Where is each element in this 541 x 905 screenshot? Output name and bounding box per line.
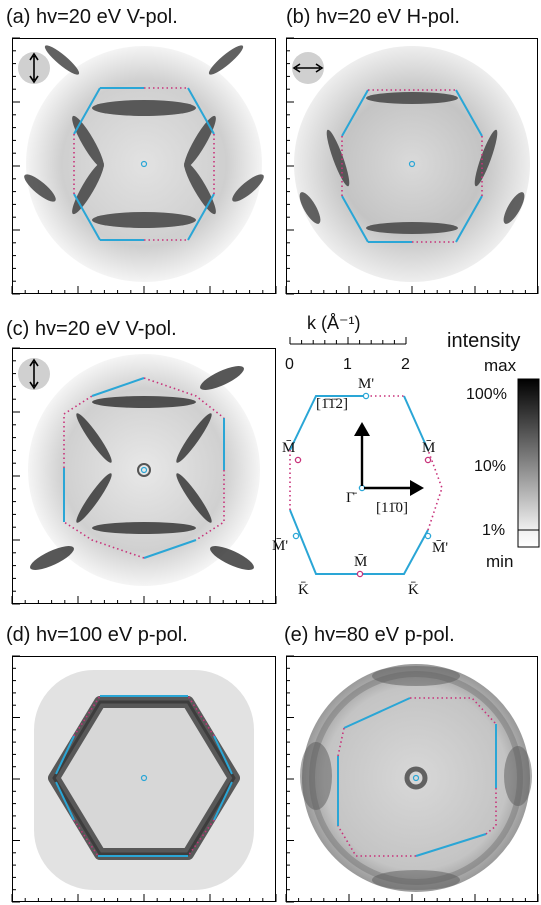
k-scale-label: k (Å⁻¹) (307, 313, 361, 333)
m-bottom-label: M̄ (354, 554, 367, 570)
panel-d-title: (d) hv=100 eV p-pol. (6, 624, 188, 646)
panel-b-title: (b) hv=20 eV H-pol. (286, 6, 460, 28)
scale-tick-2: 2 (401, 356, 410, 373)
m-top-label: M̄' (358, 378, 374, 392)
panel-d-arpes-map (12, 656, 276, 902)
m-left-label: M̄ (282, 440, 295, 456)
k-scale-bar (289, 337, 407, 345)
intensity-tick-100: 100% (466, 386, 507, 403)
vertical-polarization-icon (29, 52, 39, 84)
intensity-title: intensity (447, 330, 521, 352)
vertical-polarization-icon (29, 358, 39, 390)
panel-e-arpes-map (286, 656, 538, 902)
dir-right-label: [11̄0] (376, 500, 408, 516)
scale-tick-0: 0 (285, 356, 294, 373)
intensity-min-label: min (486, 552, 514, 571)
intensity-tick-1: 1% (482, 522, 506, 539)
k-left-label: K̄ (298, 582, 309, 598)
panel-b-arpes-map (286, 38, 538, 294)
intensity-colorbar (517, 378, 540, 548)
panel-a-arpes-map (12, 38, 276, 294)
k-right-label: K̄ (408, 582, 419, 598)
panel-c-arpes-map (12, 348, 276, 604)
panel-e-title: (e) hv=80 eV p-pol. (284, 624, 455, 646)
horizontal-polarization-icon (292, 63, 324, 73)
m-bottom-right-label: M̄' (432, 540, 448, 556)
intensity-max-label: max (484, 356, 517, 375)
brillouin-zone-schematic: M̄' [1̄1̄2] M̄ M̄ Γ̄ [11̄0] M̄' M̄' M̄ K… (272, 378, 448, 598)
m-bottom-left-label: M̄' (272, 538, 288, 554)
panel-c-title: (c) hv=20 eV V-pol. (6, 318, 177, 340)
m-right-label: M̄ (422, 440, 435, 456)
fermi-surface-disk (26, 46, 262, 282)
panel-a-title: (a) hv=20 eV V-pol. (6, 6, 178, 28)
m-point-top (362, 392, 370, 400)
gamma-label: Γ̄ (346, 490, 358, 506)
scale-tick-1: 1 (343, 356, 352, 373)
dir-up-label: [1̄1̄2] (316, 396, 348, 412)
intensity-tick-10: 10% (474, 458, 507, 475)
